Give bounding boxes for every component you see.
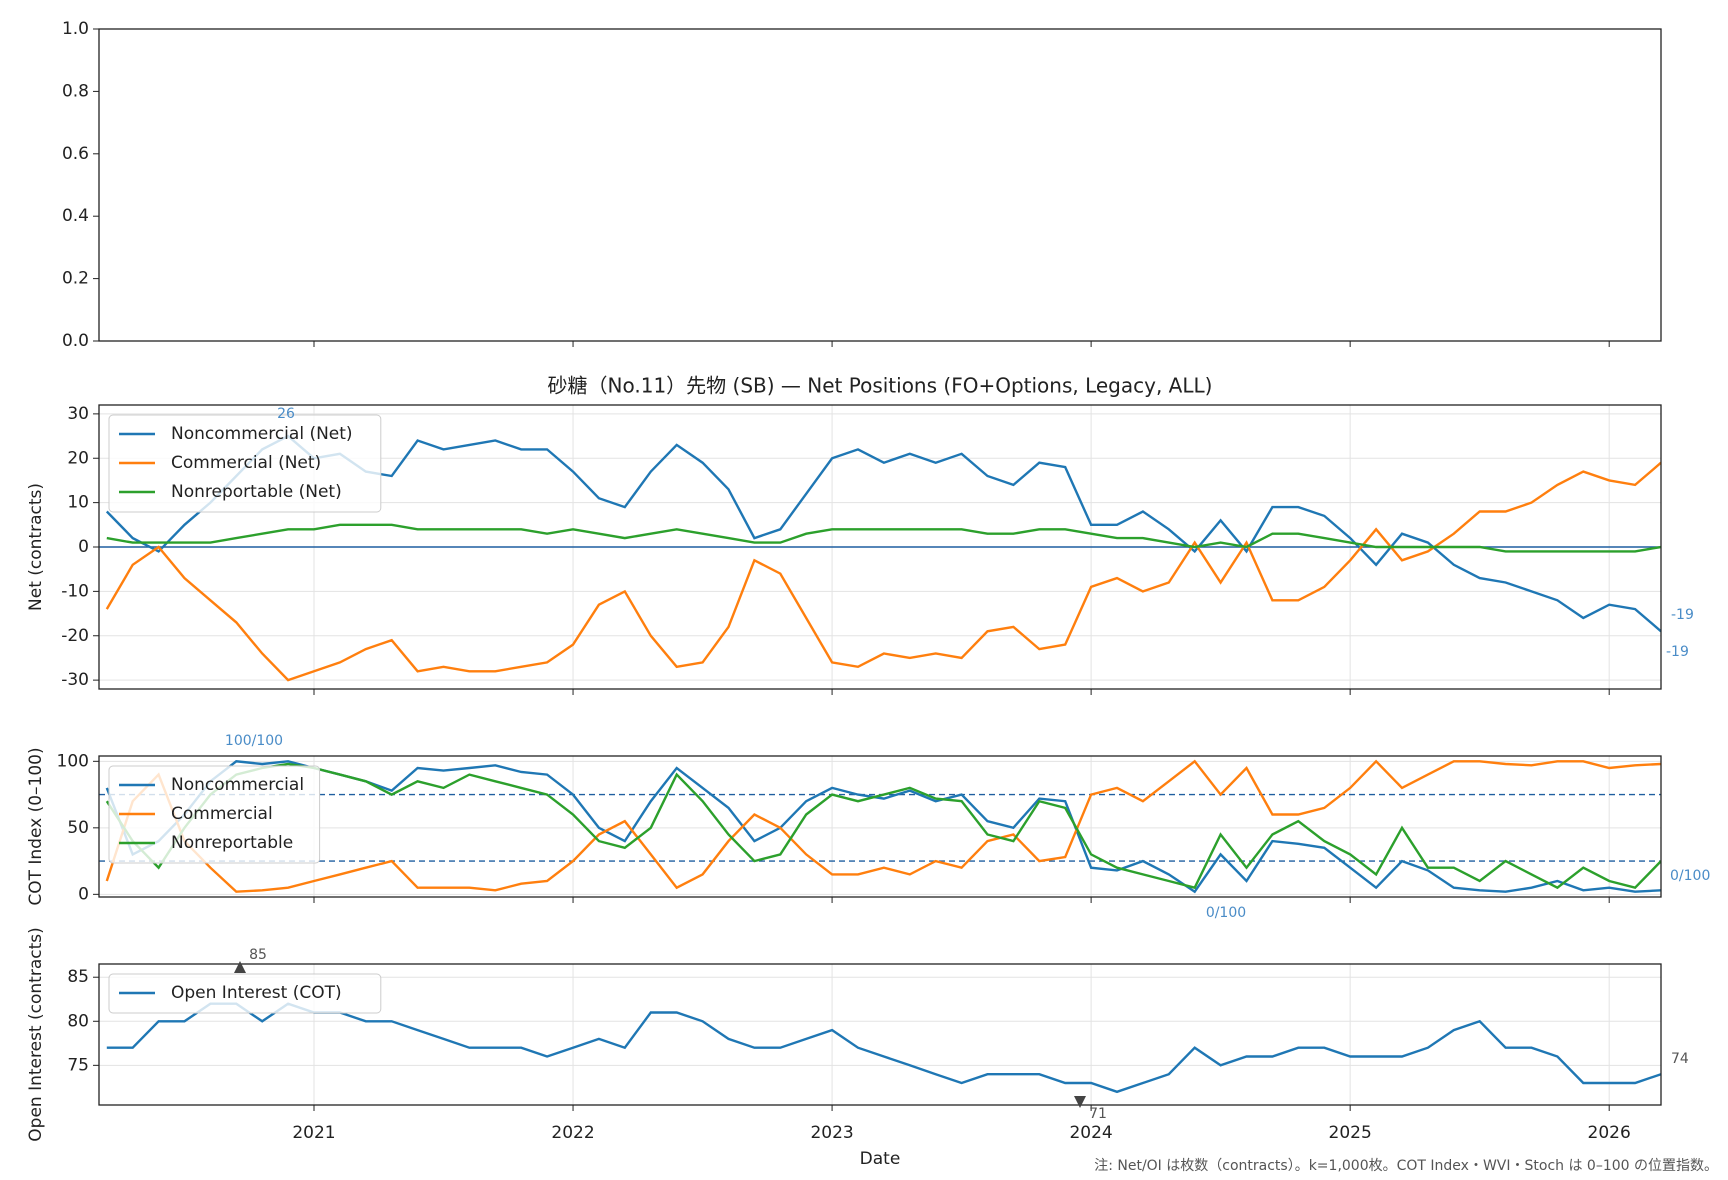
x-tick-label: 2024: [1069, 1123, 1112, 1143]
legend-label: Noncommercial (Net): [171, 424, 353, 444]
annotation: 0/100: [1206, 905, 1246, 921]
legend-label: Open Interest (COT): [171, 983, 342, 1003]
legend-box: [108, 973, 382, 1014]
plot-frame: [98, 28, 1662, 342]
y-axis-label: COT Index (0–100): [26, 747, 46, 905]
y-tick-label: 0.2: [62, 269, 89, 289]
chart-title: 砂糖（No.11）先物 (SB) — Net Positions (FO+Opt…: [548, 374, 1213, 398]
legend-label: Nonreportable: [171, 833, 293, 853]
annotation: 74: [1671, 1051, 1689, 1067]
annotation-arrow: [234, 961, 246, 973]
y-tick-label: 0: [78, 537, 89, 557]
y-tick-label: 0.0: [62, 331, 89, 351]
legend-label: Noncommercial: [171, 775, 304, 795]
y-tick-label: -30: [61, 670, 89, 690]
series-line: [105, 762, 1661, 890]
legend-label: Commercial (Net): [171, 453, 321, 473]
annotation-arrow: [1074, 1096, 1086, 1108]
annotation: 100/100: [225, 733, 283, 749]
y-tick-label: 80: [67, 1011, 89, 1031]
y-tick-label: 0.8: [62, 81, 89, 101]
y-tick-label: -10: [61, 581, 89, 601]
x-tick-label: 2022: [551, 1123, 594, 1143]
footnote: 注: Net/OI は枚数（contracts）。k=1,000枚。COT In…: [1094, 1158, 1718, 1174]
y-tick-label: 10: [67, 493, 89, 513]
x-tick-label: 2025: [1329, 1123, 1372, 1143]
legend-box: [108, 414, 382, 513]
plot-frame: [98, 755, 1662, 898]
y-tick-label: 85: [67, 967, 89, 987]
y-axis-label: Open Interest (contracts): [26, 927, 46, 1141]
series-line: [105, 461, 1661, 682]
annotation: -19: [1671, 607, 1694, 623]
annotation: -19: [1666, 644, 1689, 660]
series-line: [105, 760, 1661, 894]
y-tick-label: 20: [67, 448, 89, 468]
plot-frame: [98, 963, 1662, 1106]
annotation: 85: [249, 947, 267, 963]
annotation: 0/100: [1670, 868, 1710, 884]
legend-label: Commercial: [171, 804, 273, 824]
x-tick-label: 2026: [1588, 1123, 1631, 1143]
y-tick-label: 1.0: [62, 19, 89, 39]
plot-frame: [98, 404, 1662, 690]
series-line: [105, 759, 1661, 893]
legend-box: [108, 765, 321, 864]
y-tick-label: 0: [78, 884, 89, 904]
y-tick-label: 100: [57, 751, 89, 771]
x-axis-label: Date: [860, 1149, 901, 1169]
y-tick-label: 50: [67, 818, 89, 838]
y-tick-label: 0.6: [62, 144, 89, 164]
y-tick-label: 30: [67, 404, 89, 424]
x-tick-label: 2023: [810, 1123, 853, 1143]
x-tick-label: 2021: [292, 1123, 335, 1143]
y-axis-label: Net (contracts): [26, 483, 46, 611]
series-line: [106, 1002, 1661, 1094]
y-tick-label: 0.4: [62, 206, 89, 226]
y-tick-label: -20: [61, 626, 89, 646]
legend-label: Nonreportable (Net): [171, 482, 342, 502]
annotation: 26: [277, 406, 295, 422]
series-line: [106, 523, 1661, 553]
y-tick-label: 75: [67, 1055, 89, 1075]
annotation: 71: [1089, 1106, 1107, 1122]
